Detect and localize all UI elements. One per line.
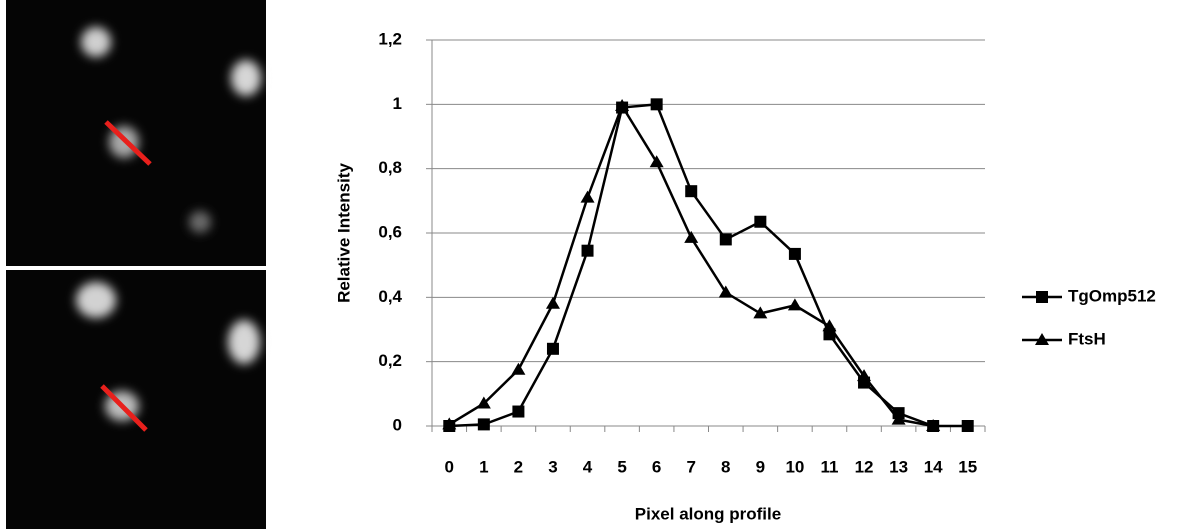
x-tick-label: 9: [756, 457, 765, 476]
micrographs: [6, 0, 266, 529]
x-tick-label: 1: [479, 457, 488, 476]
x-tick-label: 12: [855, 457, 874, 476]
x-tick-label: 8: [721, 457, 730, 476]
x-tick-label: 6: [652, 457, 661, 476]
marker-triangle: [719, 286, 733, 298]
marker-square: [789, 248, 801, 260]
x-tick-label: 11: [820, 457, 838, 476]
y-axis-title: Relative Intensity: [334, 163, 353, 303]
y-tick-label: 0,4: [378, 287, 402, 306]
x-tick-label: 4: [583, 457, 593, 476]
y-tick-label: 0: [393, 415, 402, 434]
figure: Relative Intensity Pixel along profile 0…: [0, 0, 1203, 529]
x-tick-label: 0: [445, 457, 454, 476]
marker-square: [685, 185, 697, 197]
x-tick-label: 5: [617, 457, 626, 476]
x-tick-label: 13: [889, 457, 908, 476]
x-tick-label: 15: [958, 457, 977, 476]
marker-square: [478, 418, 490, 430]
y-tick-label: 1,2: [378, 29, 402, 48]
marker-triangle: [788, 298, 802, 310]
x-tick-label: 14: [924, 457, 943, 476]
marker-square: [512, 406, 524, 418]
y-tick-label: 0,8: [378, 158, 402, 177]
marker-square: [720, 233, 732, 245]
x-axis-title: Pixel along profile: [635, 504, 781, 523]
marker-square: [651, 98, 663, 110]
page: Relative Intensity Pixel along profile 0…: [0, 0, 1203, 529]
y-tick-label: 1: [393, 94, 402, 113]
marker-triangle: [511, 363, 525, 375]
marker-triangle: [546, 297, 560, 309]
y-tick-label: 0,6: [378, 222, 402, 241]
legend-label: TgOmp512: [1068, 286, 1156, 305]
x-tick-label: 7: [686, 457, 695, 476]
marker-square: [962, 420, 974, 432]
marker-square: [582, 245, 594, 257]
marker-square: [754, 216, 766, 228]
x-tick-label: 2: [514, 457, 523, 476]
y-tick-label: 0,2: [378, 351, 402, 370]
marker-triangle: [581, 191, 595, 203]
x-tick-label: 3: [548, 457, 557, 476]
marker-square: [547, 343, 559, 355]
legend-label: FtsH: [1068, 329, 1106, 348]
legend-marker: [1036, 291, 1048, 303]
marker-triangle: [650, 155, 664, 167]
x-tick-label: 10: [785, 457, 804, 476]
